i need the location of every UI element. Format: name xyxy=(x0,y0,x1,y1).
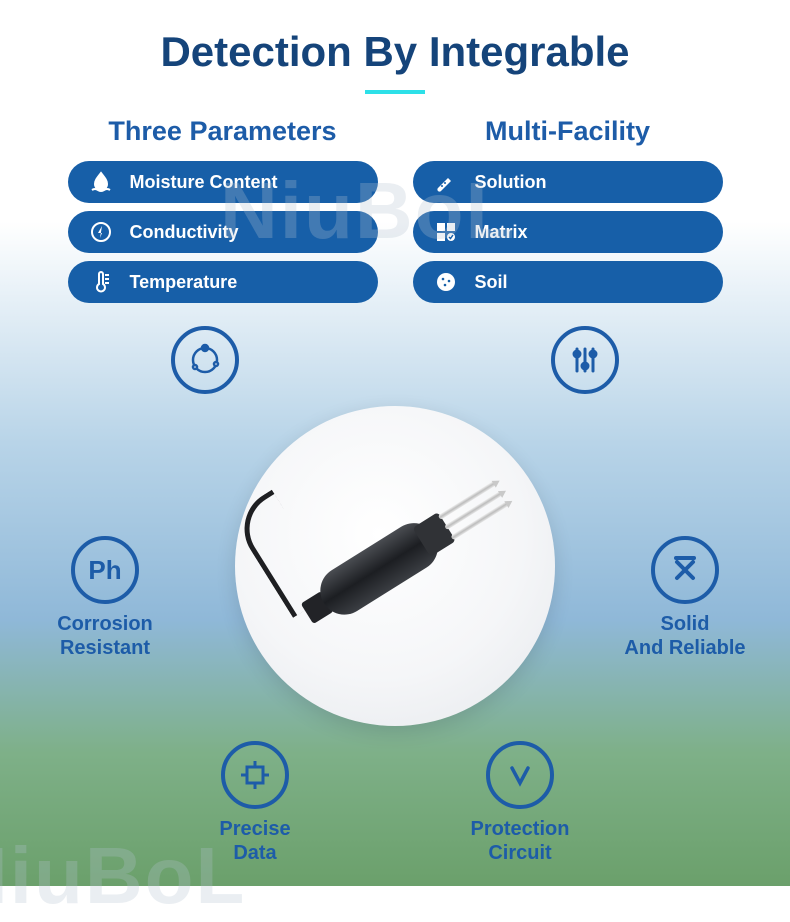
columns-area: Three Parameters Moisture Content Conduc… xyxy=(0,116,790,311)
left-column-heading: Three Parameters xyxy=(68,116,378,147)
x-bar-icon xyxy=(651,536,719,604)
sliders-icon xyxy=(551,326,619,394)
pill-moisture: Moisture Content xyxy=(68,161,378,203)
pill-temperature: Temperature xyxy=(68,261,378,303)
conductivity-icon xyxy=(88,219,114,245)
matrix-icon xyxy=(433,219,459,245)
center-area: Ph CorrosionResistant SolidAnd Reliable … xyxy=(0,321,790,851)
right-column: Multi-Facility Solution Matrix xyxy=(413,116,723,311)
soil-icon xyxy=(433,269,459,295)
feature-mid-left: Ph CorrosionResistant xyxy=(30,536,180,660)
pill-matrix: Matrix xyxy=(413,211,723,253)
page-title: Detection By Integrable xyxy=(0,0,790,76)
orbit-icon xyxy=(171,326,239,394)
feature-top-left xyxy=(130,326,280,402)
feature-mid-right: SolidAnd Reliable xyxy=(610,536,760,660)
feature-label: ProtectionCircuit xyxy=(445,817,595,865)
feature-bot-right: ProtectionCircuit xyxy=(445,741,595,865)
pill-conductivity: Conductivity xyxy=(68,211,378,253)
title-underline xyxy=(365,90,425,94)
v-circle-icon xyxy=(486,741,554,809)
sensor-illustration xyxy=(240,418,550,715)
feature-label: SolidAnd Reliable xyxy=(610,612,760,660)
pill-label: Moisture Content xyxy=(130,172,278,193)
feature-label: CorrosionResistant xyxy=(30,612,180,660)
pill-label: Temperature xyxy=(130,272,238,293)
pill-label: Solution xyxy=(475,172,547,193)
moisture-icon xyxy=(88,169,114,195)
product-image xyxy=(235,406,555,726)
right-column-heading: Multi-Facility xyxy=(413,116,723,147)
pill-label: Conductivity xyxy=(130,222,239,243)
pill-soil: Soil xyxy=(413,261,723,303)
chip-icon xyxy=(221,741,289,809)
left-column: Three Parameters Moisture Content Conduc… xyxy=(68,116,378,311)
feature-label: PreciseData xyxy=(180,817,330,865)
pill-solution: Solution xyxy=(413,161,723,203)
pill-label: Soil xyxy=(475,272,508,293)
ph-icon: Ph xyxy=(71,536,139,604)
feature-bot-left: PreciseData xyxy=(180,741,330,865)
solution-icon xyxy=(433,169,459,195)
feature-top-right xyxy=(510,326,660,402)
temperature-icon xyxy=(88,269,114,295)
pill-label: Matrix xyxy=(475,222,528,243)
